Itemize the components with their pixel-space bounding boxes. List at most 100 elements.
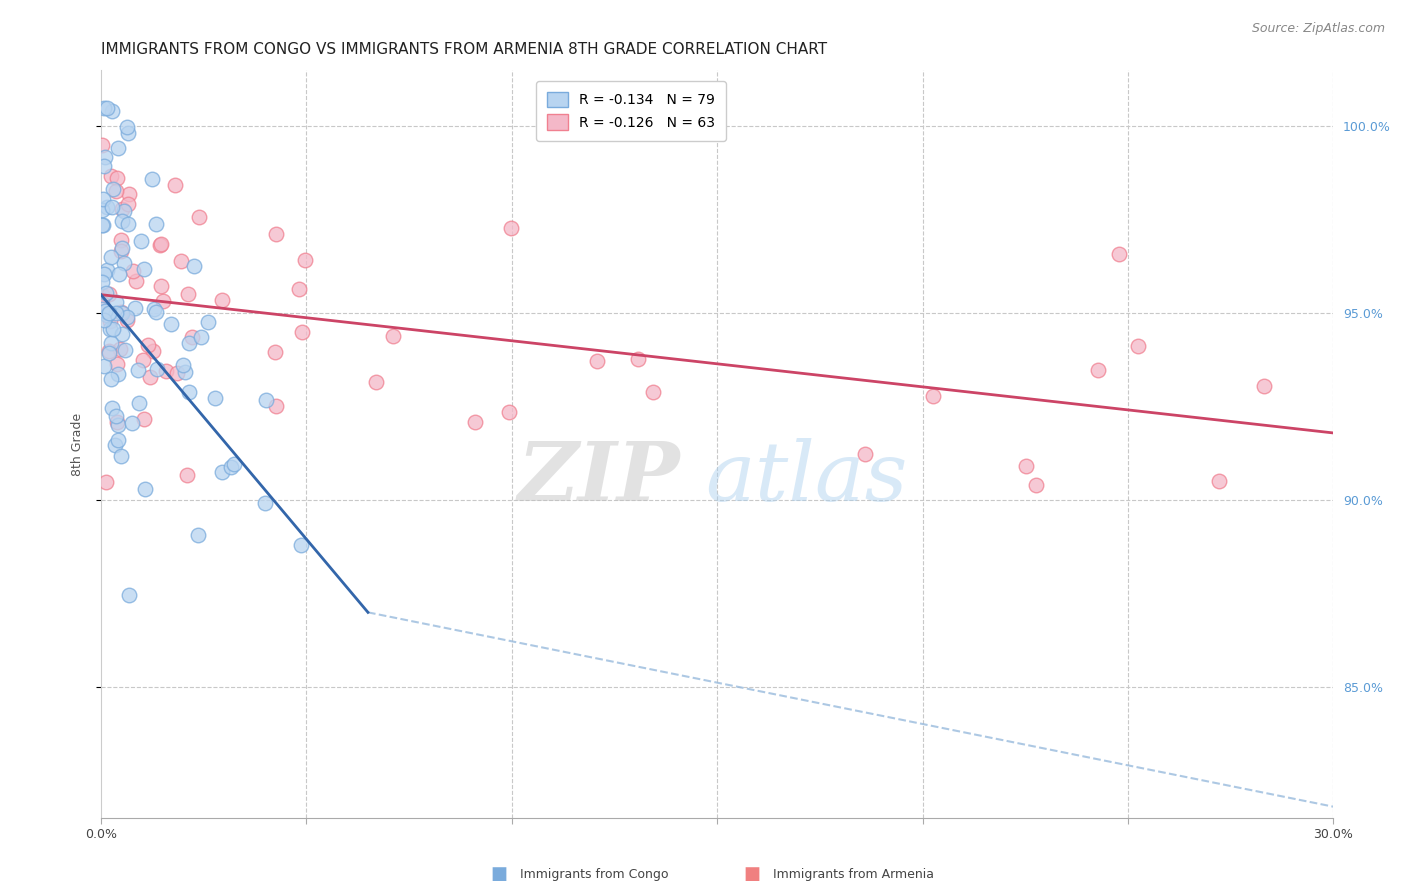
Point — [149, 238, 172, 252]
Point — [107, 418, 129, 433]
Point — [90, 218, 112, 232]
Point — [180, 330, 202, 344]
Text: Source: ZipAtlas.com: Source: ZipAtlas.com — [1251, 22, 1385, 36]
Point — [464, 415, 486, 429]
Point — [112, 203, 135, 218]
Text: Immigrants from Armenia: Immigrants from Armenia — [773, 868, 935, 880]
Point — [150, 278, 173, 293]
Point — [100, 335, 122, 350]
Point — [94, 286, 117, 301]
Text: IMMIGRANTS FROM CONGO VS IMMIGRANTS FROM ARMENIA 8TH GRADE CORRELATION CHART: IMMIGRANTS FROM CONGO VS IMMIGRANTS FROM… — [101, 42, 827, 57]
Point — [104, 305, 127, 319]
Point — [103, 322, 125, 336]
Point — [134, 411, 156, 425]
Point — [122, 264, 145, 278]
Point — [105, 415, 128, 429]
Point — [111, 202, 134, 217]
Point — [93, 267, 115, 281]
Point — [91, 192, 114, 206]
Point — [100, 169, 122, 183]
Point — [94, 304, 117, 318]
Point — [117, 313, 139, 327]
Point — [211, 465, 233, 479]
Point — [291, 325, 314, 339]
Point — [150, 236, 173, 251]
Point — [98, 314, 121, 328]
Point — [1128, 339, 1150, 353]
Point — [110, 305, 132, 319]
Point — [105, 171, 128, 186]
Point — [264, 400, 287, 414]
Point — [111, 326, 134, 341]
Y-axis label: 8th Grade: 8th Grade — [72, 413, 84, 475]
Point — [366, 376, 388, 390]
Point — [160, 317, 183, 331]
Point — [139, 369, 162, 384]
Point — [93, 159, 115, 173]
Point — [145, 217, 167, 231]
Point — [166, 367, 188, 381]
Point — [125, 274, 148, 288]
Point — [132, 353, 155, 368]
Point — [382, 328, 405, 343]
Point — [90, 202, 112, 217]
Point — [97, 306, 120, 320]
Point — [190, 330, 212, 344]
Point — [91, 295, 114, 310]
Point — [145, 305, 167, 319]
Point — [105, 357, 128, 371]
Point — [117, 217, 139, 231]
Point — [141, 172, 163, 186]
Point — [641, 385, 664, 400]
Point — [253, 496, 276, 510]
Point — [155, 363, 177, 377]
Point — [101, 200, 124, 214]
Point — [93, 101, 115, 115]
Point — [111, 213, 134, 227]
Point — [129, 234, 152, 248]
Point — [107, 433, 129, 447]
Point — [1015, 458, 1038, 473]
Point — [100, 322, 122, 336]
Point — [128, 395, 150, 409]
Point — [266, 227, 288, 241]
Point — [204, 392, 226, 406]
Text: ■: ■ — [744, 865, 761, 883]
Point — [117, 310, 139, 324]
Point — [1253, 379, 1275, 393]
Point — [146, 362, 169, 376]
Point — [103, 182, 125, 196]
Point — [177, 385, 200, 400]
Point — [96, 475, 118, 489]
Point — [96, 101, 118, 115]
Point — [187, 528, 209, 542]
Point — [90, 138, 112, 153]
Text: ZIP: ZIP — [517, 438, 681, 517]
Point — [170, 253, 193, 268]
Point — [117, 126, 139, 140]
Point — [188, 211, 211, 225]
Point — [93, 313, 115, 327]
Point — [124, 301, 146, 315]
Text: Immigrants from Congo: Immigrants from Congo — [520, 868, 669, 880]
Point — [98, 287, 121, 301]
Point — [142, 344, 165, 359]
Point — [110, 244, 132, 258]
Point — [174, 365, 197, 379]
Point — [921, 389, 943, 403]
Point — [111, 241, 134, 255]
Point — [1087, 363, 1109, 377]
Legend: R = -0.134   N = 79, R = -0.126   N = 63: R = -0.134 N = 79, R = -0.126 N = 63 — [536, 81, 725, 141]
Point — [90, 288, 112, 302]
Point — [627, 351, 650, 366]
Point — [1208, 474, 1230, 488]
Point — [100, 372, 122, 386]
Point — [117, 197, 139, 211]
Point — [112, 256, 135, 270]
Point — [93, 359, 115, 373]
Point — [172, 358, 194, 372]
Point — [93, 150, 115, 164]
Point — [1025, 477, 1047, 491]
Point — [121, 416, 143, 430]
Point — [91, 218, 114, 232]
